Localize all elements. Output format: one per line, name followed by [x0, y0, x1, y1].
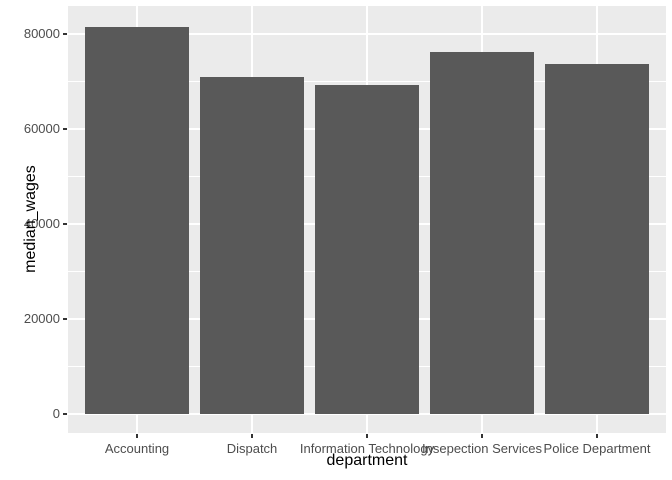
bar-accounting	[85, 26, 189, 414]
x-tick-mark	[481, 434, 483, 438]
bar-police-department	[545, 63, 649, 414]
x-tick-mark	[136, 434, 138, 438]
y-tick-label: 80000	[23, 25, 60, 41]
y-tick-label: 40000	[23, 215, 60, 231]
x-axis-title: department	[326, 452, 408, 469]
x-tick-label: Dispatch	[226, 441, 278, 456]
bar-dispatch	[200, 76, 304, 414]
x-tick-label: Information Technology	[299, 441, 435, 456]
y-axis-title: median_wages	[22, 165, 39, 273]
x-tick-mark	[366, 434, 368, 438]
y-tick-mark	[63, 222, 67, 225]
y-axis: 0 20000 40000 60000 80000	[0, 6, 67, 433]
y-tick-label: 0	[52, 405, 60, 421]
x-axis: Accounting Dispatch Information Technology…	[68, 433, 666, 459]
bar-insepection-services	[430, 51, 534, 414]
x-tick-mark	[596, 434, 598, 438]
plot-panel	[68, 6, 666, 433]
y-tick-mark	[63, 127, 67, 130]
y-tick-label: 60000	[23, 120, 60, 136]
bar-information-technology	[315, 84, 419, 414]
y-tick-mark	[63, 32, 67, 35]
x-tick-label: Accounting	[104, 441, 170, 456]
y-tick-mark	[63, 317, 67, 320]
y-tick-label: 20000	[23, 310, 60, 326]
x-tick-label: Insepection Services	[422, 441, 542, 456]
x-tick-label: Police Department	[543, 441, 651, 456]
y-tick-mark	[63, 412, 67, 415]
x-tick-mark	[251, 434, 253, 438]
